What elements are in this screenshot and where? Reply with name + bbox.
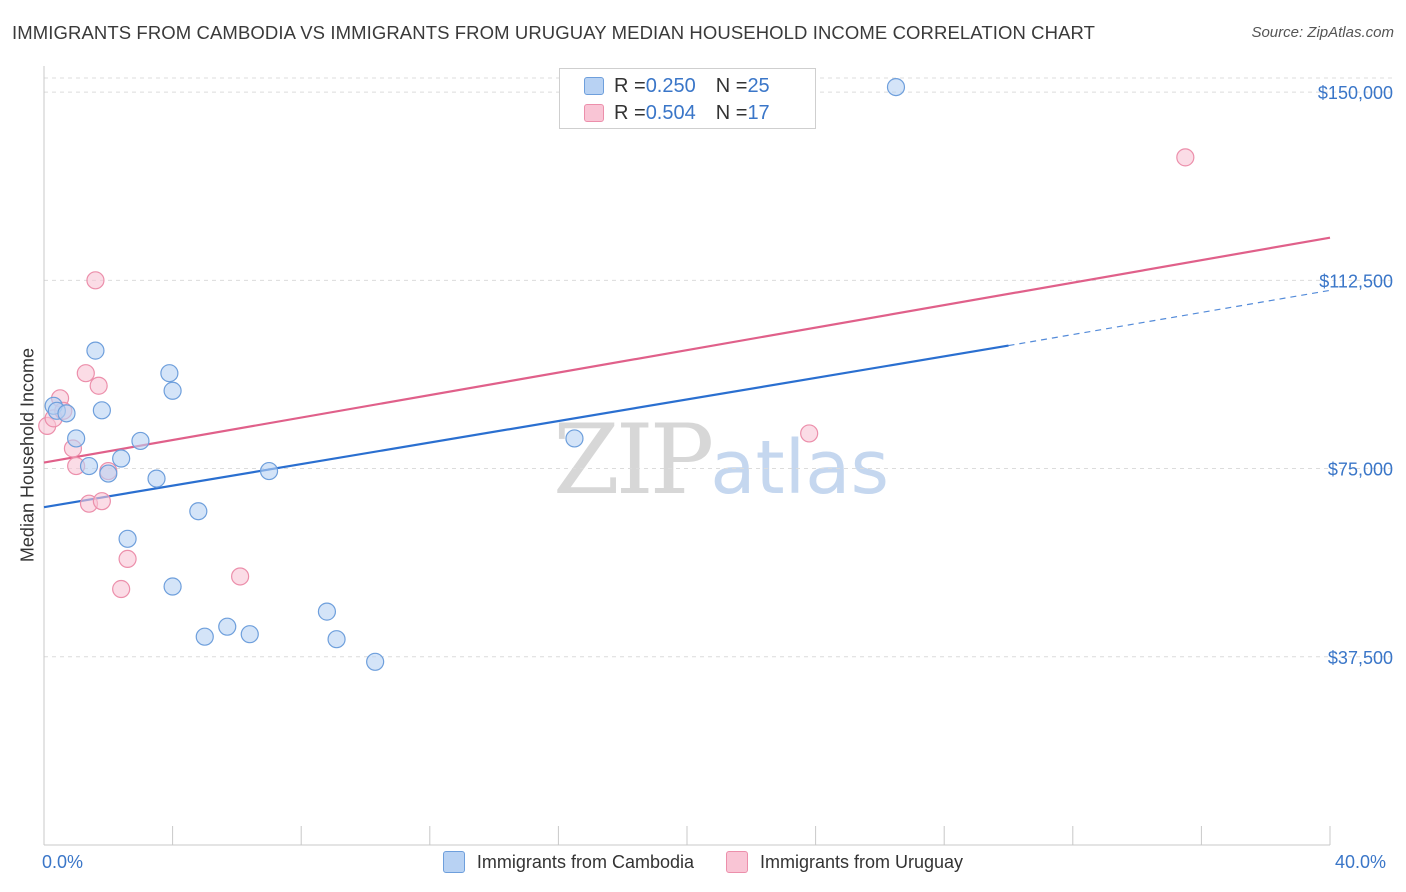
point-cambodia (565, 429, 584, 448)
point-uruguay (1176, 148, 1195, 167)
point-cambodia (163, 577, 182, 596)
legend-r-label: R = (614, 74, 646, 97)
point-uruguay (800, 424, 819, 443)
legend-item-uruguay[interactable]: Immigrants from Uruguay (726, 851, 963, 873)
point-uruguay (118, 549, 137, 569)
chart-title: IMMIGRANTS FROM CAMBODIA VS IMMIGRANTS F… (12, 22, 1096, 43)
y-axis-label: Median Household Income (17, 347, 38, 563)
legend-n-value: 17 (747, 101, 770, 124)
point-cambodia (112, 449, 131, 468)
point-uruguay (231, 567, 250, 586)
legend-swatch-cambodia (442, 851, 465, 873)
legend-item-cambodia[interactable]: Immigrants from Cambodia (442, 851, 694, 873)
point-uruguay (112, 579, 131, 599)
point-cambodia (218, 617, 237, 636)
legend-row-uruguay: R = 0.504 N = 17 (584, 100, 770, 126)
legend-r-value: 0.504 (645, 101, 696, 124)
point-cambodia (57, 404, 76, 423)
legend-r-value: 0.250 (645, 74, 696, 97)
watermark-zip: ZIP (553, 404, 714, 516)
trendline-cambodia-extrapolated (1008, 289, 1331, 347)
legend-n-value: 25 (747, 74, 770, 97)
point-cambodia (67, 429, 86, 448)
point-cambodia (163, 381, 182, 400)
x-tick-label-max: 40.0% (1335, 852, 1387, 872)
legend-row-cambodia: R = 0.250 N = 25 (584, 73, 770, 99)
y-tick-label: $112,500 (1319, 271, 1393, 291)
legend-r-label: R = (614, 101, 646, 124)
point-cambodia (366, 652, 385, 671)
point-uruguay (92, 492, 111, 511)
point-cambodia (99, 464, 118, 483)
series-legend: Immigrants from Cambodia Immigrants from… (0, 851, 1406, 873)
point-cambodia (118, 529, 137, 548)
source-label: Source: ZipAtlas.com (1251, 24, 1394, 41)
watermark: ZIPatlas (553, 404, 889, 516)
point-cambodia (886, 77, 906, 97)
point-uruguay (86, 271, 105, 290)
legend-n-label: N = (715, 101, 748, 124)
point-cambodia (131, 431, 150, 451)
point-cambodia (79, 456, 99, 476)
y-tick-label: $37,500 (1328, 648, 1393, 668)
point-cambodia (92, 401, 111, 420)
point-uruguay (89, 376, 108, 395)
legend-n-label: N = (715, 74, 748, 97)
point-cambodia (195, 627, 214, 646)
point-cambodia (327, 630, 346, 649)
point-cambodia (147, 469, 166, 488)
y-tick-label: $75,000 (1328, 460, 1393, 480)
legend-label-uruguay: Immigrants from Uruguay (760, 851, 964, 872)
correlation-legend: R = 0.250 N = 25 R = 0.504 N = 17 (559, 68, 816, 129)
point-uruguay (76, 364, 95, 383)
legend-swatch-cambodia (584, 77, 604, 95)
legend-swatch-uruguay (584, 104, 604, 122)
point-cambodia (317, 602, 337, 621)
point-cambodia (240, 625, 259, 644)
y-tick-label: $150,000 (1318, 83, 1393, 103)
trendline-cambodia (43, 344, 1009, 509)
legend-swatch-uruguay (726, 851, 748, 873)
watermark-atlas: atlas (710, 425, 890, 511)
legend-label-cambodia: Immigrants from Cambodia (476, 851, 694, 872)
trendline-uruguay (43, 236, 1331, 464)
point-cambodia (259, 461, 279, 481)
x-tick-label-min: 0.0% (42, 852, 84, 872)
point-cambodia (86, 341, 105, 360)
point-cambodia (189, 502, 208, 521)
point-cambodia (160, 364, 179, 383)
